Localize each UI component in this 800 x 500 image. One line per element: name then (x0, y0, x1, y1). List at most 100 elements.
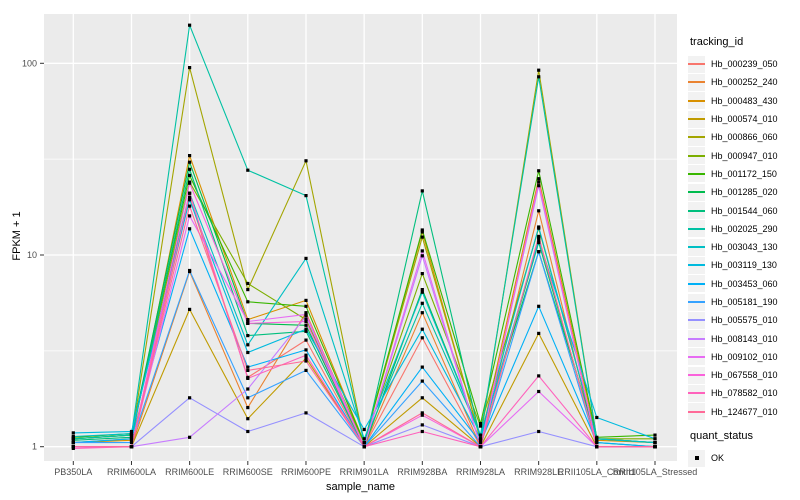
data-point (653, 433, 657, 437)
ok-square-marker-icon (688, 449, 705, 467)
data-point (246, 429, 250, 434)
data-point (537, 75, 541, 79)
line-swatch-icon (688, 55, 705, 73)
legend-entry-Hb_000947_010: Hb_000947_010 (688, 146, 800, 165)
data-point (188, 268, 192, 273)
data-point (537, 429, 541, 434)
data-point (362, 445, 366, 449)
line-swatch-icon (688, 275, 705, 293)
legend-entry-Hb_000483_430: Hb_000483_430 (688, 92, 800, 110)
legend-entry-label: Hb_000947_010 (711, 150, 778, 161)
data-point (420, 301, 424, 305)
data-point (420, 327, 424, 331)
data-point (537, 225, 541, 229)
legend-entry-ok-label: OK (711, 453, 725, 464)
line-swatch-icon (688, 384, 705, 402)
data-point (188, 227, 192, 231)
data-point (537, 241, 541, 245)
data-point (304, 411, 308, 415)
data-point (420, 254, 424, 258)
data-point (71, 434, 75, 439)
data-point (304, 256, 308, 260)
data-point (537, 68, 541, 72)
data-point (304, 338, 308, 342)
data-point (537, 177, 541, 181)
legend-entry-label: Hb_000252_240 (711, 77, 778, 88)
legend-entry-Hb_124677_010: Hb_124677_010 (688, 403, 800, 421)
line-swatch-icon (688, 110, 705, 128)
data-point (246, 350, 250, 355)
line-swatch-icon (688, 147, 705, 165)
legend-entry-Hb_078582_010: Hb_078582_010 (688, 384, 800, 402)
data-point (420, 411, 424, 415)
data-point (304, 318, 308, 322)
data-point (304, 319, 308, 324)
x-tick-label: RRII105LA_Stressed (613, 467, 698, 477)
legend-entry-label: Hb_003043_130 (711, 242, 778, 253)
data-point (246, 368, 250, 372)
data-point (71, 431, 75, 435)
data-point (304, 159, 308, 163)
data-point (420, 290, 424, 294)
data-point (304, 194, 308, 198)
data-point (246, 168, 250, 172)
data-point (188, 195, 192, 199)
legend-entry-label: Hb_001172_150 (711, 168, 777, 179)
data-point (71, 441, 75, 445)
data-point (246, 365, 250, 369)
data-point (420, 235, 424, 239)
legend-entry-label: Hb_078582_010 (711, 388, 778, 399)
legend-entry-Hb_000239_050: Hb_000239_050 (688, 55, 800, 73)
x-tick-label: RRIM600SE (223, 467, 273, 477)
data-point (478, 424, 483, 428)
data-point (304, 356, 308, 360)
legend-entry-Hb_067558_010: Hb_067558_010 (688, 366, 800, 384)
legend-entry-label: Hb_000574_010 (711, 114, 778, 125)
legend-entry-Hb_003119_130: Hb_003119_130 (688, 256, 800, 274)
legend-entry-Hb_005575_010: Hb_005575_010 (688, 311, 800, 329)
legend-entry-Hb_000252_240: Hb_000252_240 (688, 73, 800, 91)
data-point (188, 435, 192, 439)
data-point (246, 406, 250, 410)
legend-entry-label: Hb_005181_190 (711, 297, 778, 307)
data-point (653, 445, 657, 449)
legend-entry-label: Hb_003119_130 (711, 260, 777, 271)
legend-entry-Hb_001172_150: Hb_001172_150 (688, 165, 800, 183)
y-tick-label: 10 (27, 250, 37, 260)
legend-entry-Hb_001544_060: Hb_001544_060 (688, 201, 800, 220)
line-swatch-icon (688, 293, 705, 311)
legend-entry-Hb_003453_060: Hb_003453_060 (688, 275, 800, 293)
panel-background (44, 14, 677, 461)
legend-entry-Hb_002025_290: Hb_002025_290 (688, 220, 800, 238)
data-point (246, 321, 250, 325)
data-point (537, 304, 541, 308)
x-tick-label: RRIM600LE (165, 467, 214, 477)
data-point (246, 417, 250, 421)
legend-entry-Hb_005181_190: Hb_005181_190 (688, 293, 800, 311)
data-point (420, 311, 424, 315)
y-tick-label: 100 (22, 58, 37, 68)
data-point (478, 441, 483, 445)
legend-entry-label: Hb_008143_010 (711, 333, 778, 344)
data-point (304, 359, 308, 363)
data-point (420, 423, 424, 427)
data-point (304, 353, 308, 357)
legend-entry-label: Hb_124677_010 (711, 406, 778, 417)
data-point (595, 437, 599, 441)
data-point (595, 445, 599, 449)
line-swatch-icon (688, 366, 705, 384)
legend-entry-Hb_003043_130: Hb_003043_130 (688, 238, 800, 256)
line-swatch-icon (688, 165, 705, 183)
legend-title-quant-status: quant_status (690, 429, 753, 442)
data-point (537, 180, 541, 184)
data-point (129, 437, 134, 441)
line-swatch-icon (688, 311, 705, 329)
data-point (188, 154, 192, 158)
data-point (420, 228, 424, 232)
data-point (246, 281, 250, 286)
data-point (537, 238, 541, 242)
x-tick-label: RRIM928LA (456, 467, 505, 477)
data-point (188, 191, 192, 195)
data-point (304, 312, 308, 316)
